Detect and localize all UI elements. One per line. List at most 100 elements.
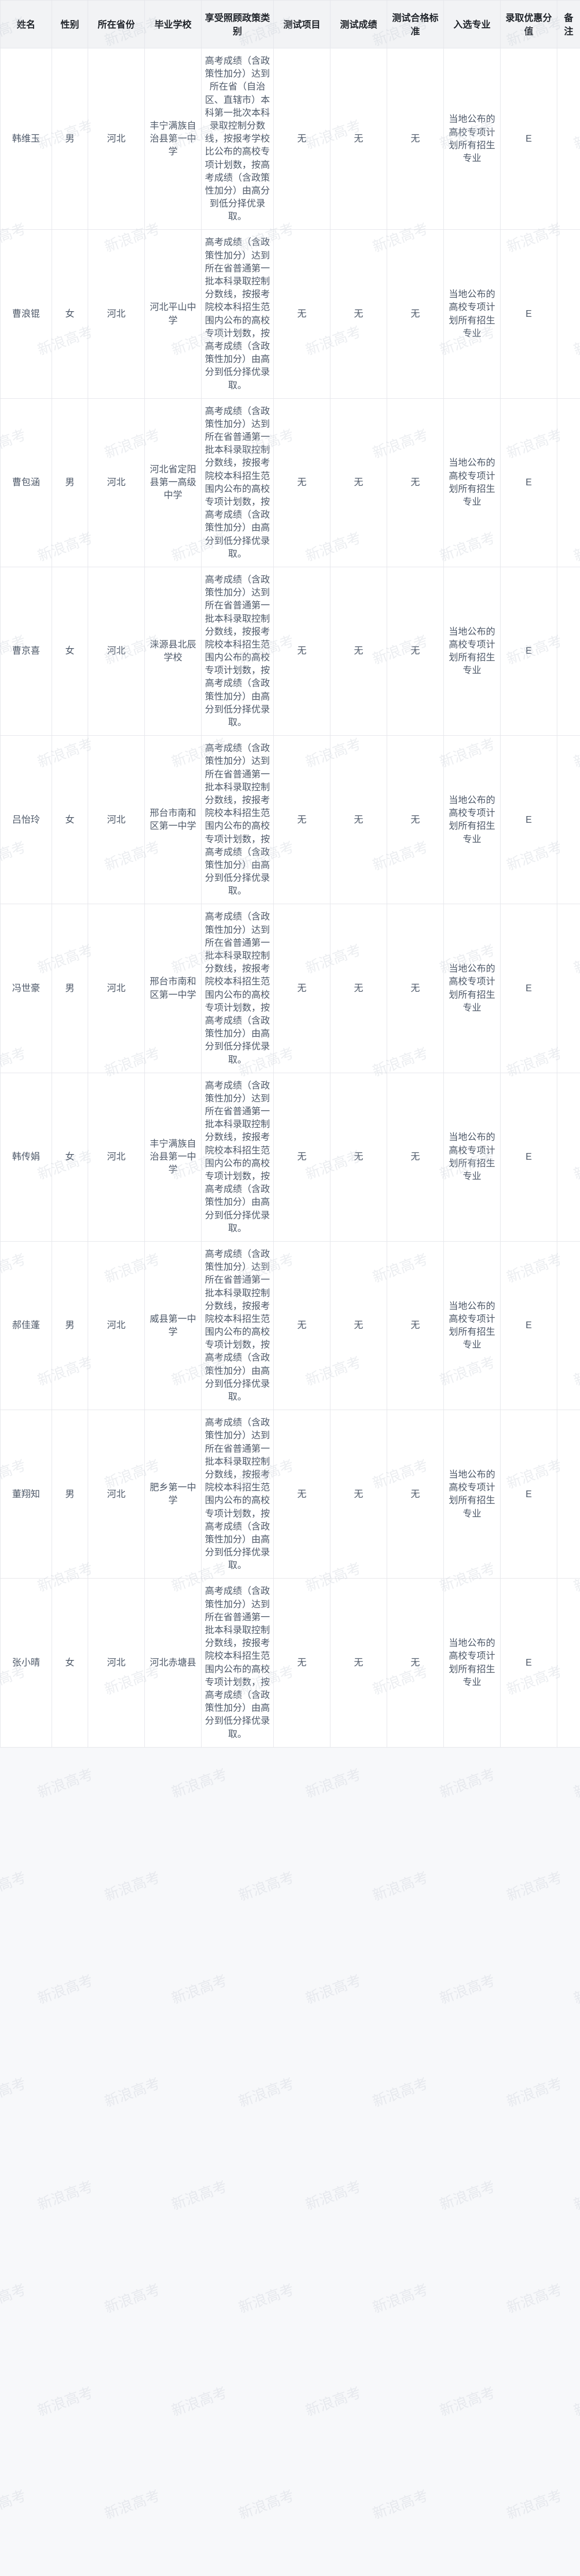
cell-score: 无 — [330, 1073, 387, 1241]
watermark-text: 新浪高考 — [571, 2175, 580, 2214]
table-row: 曹包涵男河北河北省定阳县第一高级中学高考成绩（含政策性加分）达到所在省普通第一批… — [1, 398, 580, 567]
table-row: 韩传娟女河北丰宁满族自治县第一中学高考成绩（含政策性加分）达到所在省普通第一批本… — [1, 1073, 580, 1241]
col-name: 姓名 — [1, 1, 52, 48]
cell-std: 无 — [387, 1579, 444, 1747]
cell-major: 当地公布的高校专项计划所有招生专业 — [444, 567, 501, 735]
cell-remark — [557, 398, 580, 567]
cell-score: 无 — [330, 230, 387, 398]
cell-remark — [557, 736, 580, 904]
watermark-text: 新浪高考 — [303, 2175, 364, 2214]
cell-school: 丰宁满族自治县第一中学 — [145, 48, 202, 230]
cell-policy: 高考成绩（含政策性加分）达到所在省（自治区、直辖市）本科第一批次本科录取控制分数… — [202, 48, 274, 230]
watermark-text: 新浪高考 — [303, 1969, 364, 2008]
watermark-text: 新浪高考 — [102, 2484, 163, 2523]
cell-std: 无 — [387, 736, 444, 904]
table-header: 姓名 性别 所在省份 毕业学校 享受照顾政策类别 测试项目 测试成绩 测试合格标… — [1, 1, 580, 48]
cell-name: 韩传娟 — [1, 1073, 52, 1241]
cell-policy: 高考成绩（含政策性加分）达到所在省普通第一批本科录取控制分数线，按报考院校本科招… — [202, 398, 274, 567]
cell-score: 无 — [330, 1410, 387, 1579]
cell-remark — [557, 230, 580, 398]
watermark-text: 新浪高考 — [504, 2072, 565, 2111]
cell-score: 无 — [330, 736, 387, 904]
table-row: 冯世豪男河北邢台市南和区第一中学高考成绩（含政策性加分）达到所在省普通第一批本科… — [1, 904, 580, 1073]
cell-proj: 无 — [274, 1410, 330, 1579]
cell-school: 肥乡第一中学 — [145, 1410, 202, 1579]
cell-pref: E — [501, 398, 557, 567]
cell-score: 无 — [330, 48, 387, 230]
cell-major: 当地公布的高校专项计划所有招生专业 — [444, 1241, 501, 1410]
cell-name: 曹包涵 — [1, 398, 52, 567]
cell-pref: E — [501, 230, 557, 398]
cell-province: 河北 — [88, 1579, 145, 1747]
cell-proj: 无 — [274, 1241, 330, 1410]
watermark-text: 新浪高考 — [236, 2278, 297, 2317]
cell-gender: 女 — [52, 1073, 88, 1241]
cell-major: 当地公布的高校专项计划所有招生专业 — [444, 398, 501, 567]
cell-province: 河北 — [88, 1410, 145, 1579]
col-std: 测试合格标准 — [387, 1, 444, 48]
cell-remark — [557, 1073, 580, 1241]
col-province: 所在省份 — [88, 1, 145, 48]
cell-std: 无 — [387, 48, 444, 230]
cell-std: 无 — [387, 1073, 444, 1241]
cell-gender: 男 — [52, 48, 88, 230]
col-major: 入选专业 — [444, 1, 501, 48]
cell-school: 威县第一中学 — [145, 1241, 202, 1410]
col-pref: 录取优惠分值 — [501, 1, 557, 48]
cell-std: 无 — [387, 1241, 444, 1410]
watermark-text: 新浪高考 — [437, 1969, 498, 2008]
cell-policy: 高考成绩（含政策性加分）达到所在省普通第一批本科录取控制分数线，按报考院校本科招… — [202, 1579, 274, 1747]
watermark-text: 新浪高考 — [370, 2484, 431, 2523]
cell-name: 郝佳蓬 — [1, 1241, 52, 1410]
cell-pref: E — [501, 1410, 557, 1579]
cell-pref: E — [501, 1579, 557, 1747]
cell-remark — [557, 1241, 580, 1410]
watermark-text: 新浪高考 — [169, 2381, 230, 2420]
cell-name: 冯世豪 — [1, 904, 52, 1073]
cell-policy: 高考成绩（含政策性加分）达到所在省普通第一批本科录取控制分数线，按报考院校本科招… — [202, 1073, 274, 1241]
admissions-table: 姓名 性别 所在省份 毕业学校 享受照顾政策类别 测试项目 测试成绩 测试合格标… — [0, 0, 580, 1748]
cell-major: 当地公布的高校专项计划所有招生专业 — [444, 1410, 501, 1579]
watermark-text: 新浪高考 — [169, 2175, 230, 2214]
table-row: 郝佳蓬男河北威县第一中学高考成绩（含政策性加分）达到所在省普通第一批本科录取控制… — [1, 1241, 580, 1410]
cell-school: 邢台市南和区第一中学 — [145, 904, 202, 1073]
watermark-text: 新浪高考 — [571, 1969, 580, 2008]
watermark-text: 新浪高考 — [169, 1763, 230, 1802]
col-gender: 性别 — [52, 1, 88, 48]
watermark-text: 新浪高考 — [0, 1866, 28, 1905]
cell-name: 董翔知 — [1, 1410, 52, 1579]
cell-score: 无 — [330, 1579, 387, 1747]
table-row: 张小晴女河北河北赤塘县高考成绩（含政策性加分）达到所在省普通第一批本科录取控制分… — [1, 1579, 580, 1747]
cell-province: 河北 — [88, 567, 145, 735]
cell-pref: E — [501, 736, 557, 904]
cell-policy: 高考成绩（含政策性加分）达到所在省普通第一批本科录取控制分数线，按报考院校本科招… — [202, 567, 274, 735]
watermark-text: 新浪高考 — [236, 2484, 297, 2523]
cell-major: 当地公布的高校专项计划所有招生专业 — [444, 1579, 501, 1747]
watermark-text: 新浪高考 — [0, 2484, 28, 2523]
cell-policy: 高考成绩（含政策性加分）达到所在省普通第一批本科录取控制分数线，按报考院校本科招… — [202, 904, 274, 1073]
cell-name: 曹浪锟 — [1, 230, 52, 398]
cell-remark — [557, 1579, 580, 1747]
cell-policy: 高考成绩（含政策性加分）达到所在省普通第一批本科录取控制分数线，按报考院校本科招… — [202, 1241, 274, 1410]
cell-province: 河北 — [88, 398, 145, 567]
table-row: 曹京喜女河北涞源县北辰学校高考成绩（含政策性加分）达到所在省普通第一批本科录取控… — [1, 567, 580, 735]
cell-std: 无 — [387, 567, 444, 735]
watermark-text: 新浪高考 — [169, 1969, 230, 2008]
cell-policy: 高考成绩（含政策性加分）达到所在省普通第一批本科录取控制分数线，按报考院校本科招… — [202, 736, 274, 904]
watermark-text: 新浪高考 — [303, 2381, 364, 2420]
cell-remark — [557, 904, 580, 1073]
table-row: 吕怡玲女河北邢台市南和区第一中学高考成绩（含政策性加分）达到所在省普通第一批本科… — [1, 736, 580, 904]
watermark-text: 新浪高考 — [504, 2278, 565, 2317]
cell-score: 无 — [330, 904, 387, 1073]
cell-score: 无 — [330, 567, 387, 735]
cell-score: 无 — [330, 398, 387, 567]
cell-proj: 无 — [274, 230, 330, 398]
cell-name: 曹京喜 — [1, 567, 52, 735]
cell-proj: 无 — [274, 736, 330, 904]
watermark-text: 新浪高考 — [571, 1763, 580, 1802]
cell-gender: 女 — [52, 567, 88, 735]
watermark-text: 新浪高考 — [504, 1866, 565, 1905]
cell-pref: E — [501, 1241, 557, 1410]
col-score: 测试成绩 — [330, 1, 387, 48]
cell-proj: 无 — [274, 48, 330, 230]
